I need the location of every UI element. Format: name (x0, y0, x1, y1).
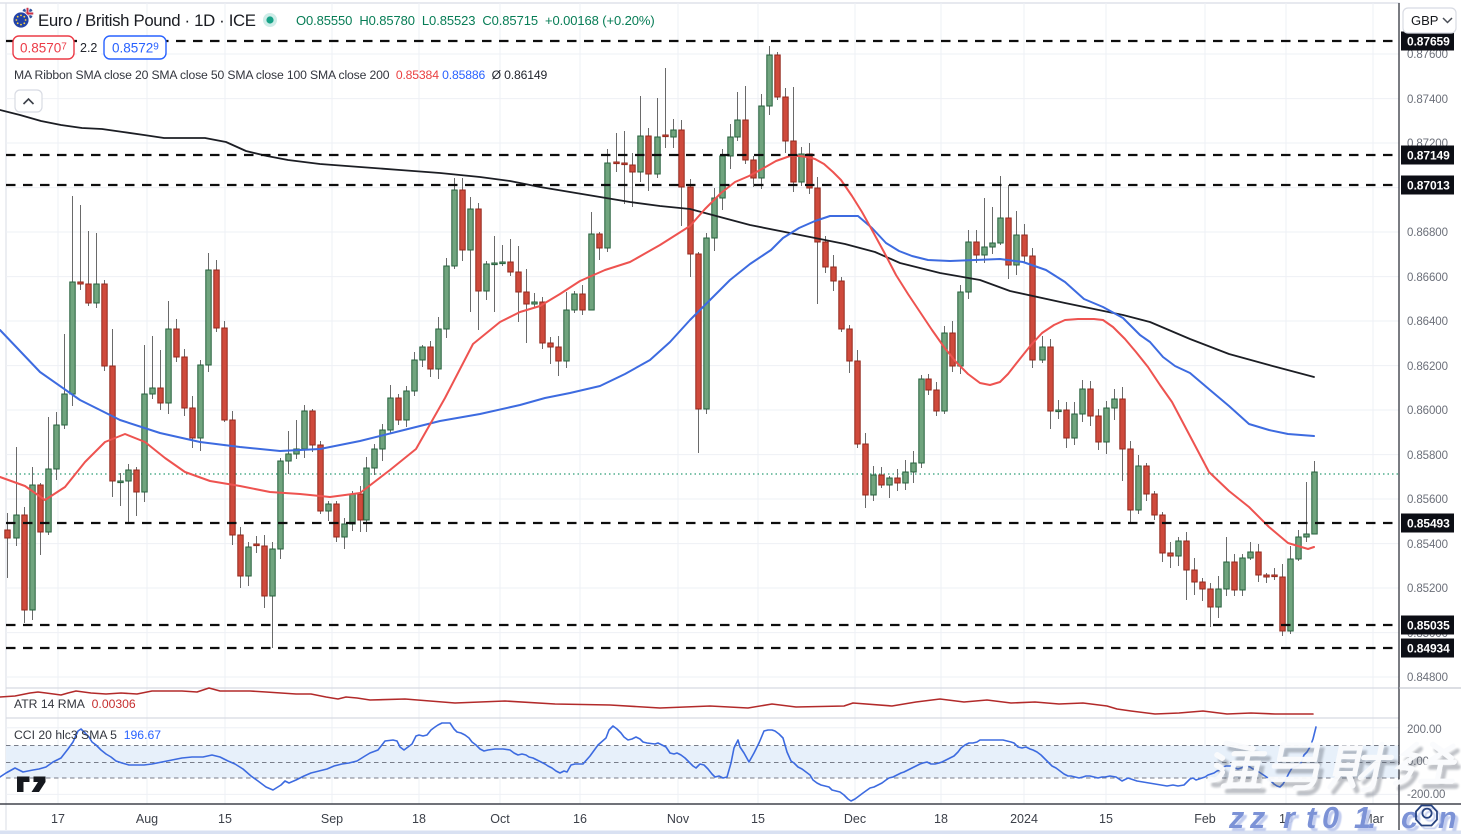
svg-text:CCI 20 hlc3 SMA 5 196.67: CCI 20 hlc3 SMA 5 196.67 (14, 728, 161, 742)
svg-text:0.86600: 0.86600 (1407, 272, 1448, 284)
svg-text:2.2: 2.2 (80, 41, 97, 55)
svg-text:0.85493: 0.85493 (1407, 517, 1450, 531)
svg-text:0.87600: 0.87600 (1407, 49, 1448, 61)
svg-text:0: 0 (1322, 801, 1339, 834)
svg-text:.: . (1368, 801, 1376, 834)
svg-text:-200.00: -200.00 (1407, 789, 1445, 801)
svg-text:15: 15 (751, 812, 765, 826)
svg-text:16: 16 (573, 812, 587, 826)
svg-text:Nov: Nov (667, 812, 690, 826)
svg-text:17: 17 (51, 812, 65, 826)
svg-text:Feb: Feb (1194, 812, 1216, 826)
svg-text:1: 1 (1354, 801, 1371, 834)
svg-text:0.85800: 0.85800 (1407, 450, 1448, 462)
svg-text:c: c (1401, 801, 1418, 834)
svg-text:18: 18 (934, 812, 948, 826)
svg-text:0.86400: 0.86400 (1407, 316, 1448, 328)
svg-text:0.86000: 0.86000 (1407, 405, 1448, 417)
svg-text:0.84934: 0.84934 (1407, 642, 1450, 656)
svg-text:Oct: Oct (490, 812, 510, 826)
svg-text:18: 18 (1279, 812, 1293, 826)
svg-text:200.00: 200.00 (1407, 724, 1442, 736)
svg-text:Aug: Aug (136, 812, 158, 826)
svg-text:z: z (1228, 801, 1245, 834)
svg-text:Euro / British Pound · 1D · IC: Euro / British Pound · 1D · ICE (38, 11, 256, 30)
svg-text:0.85707: 0.85707 (20, 41, 67, 56)
svg-text:ATR 14 RMA 0.00306: ATR 14 RMA 0.00306 (14, 697, 136, 711)
svg-text:z: z (1249, 801, 1266, 834)
svg-text:n: n (1438, 801, 1457, 834)
svg-text:2024: 2024 (1010, 812, 1038, 826)
svg-text:18: 18 (412, 812, 426, 826)
svg-text:0.87659: 0.87659 (1407, 35, 1450, 49)
svg-text:O0.85550 H0.85780 L0.85523: O0.85550 H0.85780 L0.85523 C0.85715 +0.0… (296, 13, 655, 28)
svg-text:Mar: Mar (1362, 812, 1384, 826)
svg-text:0.85200: 0.85200 (1407, 583, 1448, 595)
svg-text:15: 15 (218, 812, 232, 826)
svg-text:0.87400: 0.87400 (1407, 94, 1448, 106)
svg-text:0.87149: 0.87149 (1407, 149, 1450, 163)
svg-text:0.85400: 0.85400 (1407, 539, 1448, 551)
svg-text:0.85600: 0.85600 (1407, 494, 1448, 506)
svg-text:GBP: GBP (1411, 13, 1438, 28)
svg-text:15: 15 (1099, 812, 1113, 826)
svg-text:0.85729: 0.85729 (112, 41, 159, 56)
svg-text:0.87013: 0.87013 (1407, 179, 1450, 193)
svg-text:r: r (1283, 801, 1297, 834)
svg-text:0.85035: 0.85035 (1407, 619, 1450, 633)
svg-text:0.86200: 0.86200 (1407, 361, 1448, 373)
svg-text:MA Ribbon SMA close 20 SMA clo: MA Ribbon SMA close 20 SMA close 50 SMA … (14, 68, 548, 82)
svg-text:Dec: Dec (844, 812, 866, 826)
svg-text:0.84800: 0.84800 (1407, 672, 1448, 684)
svg-text:t: t (1306, 801, 1318, 834)
svg-text:0.86800: 0.86800 (1407, 227, 1448, 239)
svg-text:Sep: Sep (321, 812, 343, 826)
